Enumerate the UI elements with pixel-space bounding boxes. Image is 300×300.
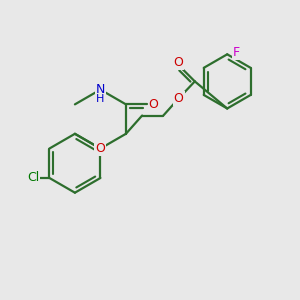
Text: O: O bbox=[173, 56, 183, 69]
Text: F: F bbox=[232, 46, 240, 59]
Text: O: O bbox=[95, 142, 105, 155]
Text: N: N bbox=[96, 83, 105, 96]
Text: Cl: Cl bbox=[27, 172, 39, 184]
Text: H: H bbox=[96, 94, 105, 104]
Text: O: O bbox=[174, 92, 184, 105]
Text: O: O bbox=[149, 98, 158, 111]
